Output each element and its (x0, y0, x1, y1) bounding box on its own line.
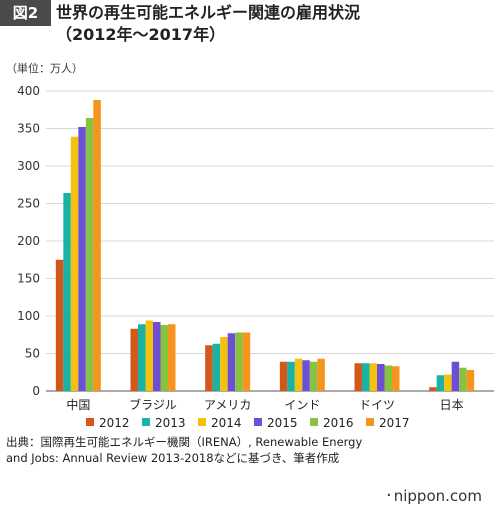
bar-2015 (153, 322, 161, 391)
legend-swatch-2017 (366, 418, 374, 426)
y-tick-label: 50 (25, 347, 40, 361)
brand-dot-icon: · (386, 485, 392, 506)
bar-2013 (436, 375, 445, 391)
legend-label-2015: 2015 (267, 416, 298, 430)
bar-2014 (145, 320, 153, 391)
legend-swatch-2015 (254, 418, 262, 426)
bar-2013 (63, 193, 71, 391)
bar-2014 (220, 337, 228, 391)
chart-title: 世界の再生可能エネルギー関連の雇用状況 （2012年～2017年） (56, 2, 496, 46)
legend-label-2014: 2014 (211, 416, 242, 430)
legend-swatch-2014 (198, 418, 206, 426)
bar-2017 (317, 358, 325, 391)
y-tick-label: 300 (17, 159, 40, 173)
x-category-label: 日本 (440, 398, 464, 412)
bar-2017 (392, 366, 400, 391)
chart-title-line-2: （2012年～2017年） (56, 25, 226, 44)
bar-2015 (227, 333, 236, 391)
bar-2013 (212, 343, 221, 391)
bar-2014 (369, 363, 377, 391)
x-category-label: アメリカ (204, 398, 251, 412)
bar-2015 (302, 360, 310, 391)
bar-2012 (55, 259, 64, 391)
legend-label-2017: 2017 (379, 416, 410, 430)
bar-2012 (205, 345, 213, 391)
x-category-label: ブラジル (129, 397, 177, 412)
x-category-label: インド (284, 398, 320, 412)
y-tick-label: 200 (17, 234, 40, 248)
bar-2014 (294, 358, 303, 391)
legend-label-2013: 2013 (155, 416, 186, 430)
bar-2016 (459, 367, 467, 391)
figure-number-badge: 図2 (0, 0, 51, 26)
bar-2017 (466, 370, 475, 391)
bar-2012 (354, 363, 362, 391)
bar-2012 (130, 328, 138, 391)
y-tick-label: 150 (17, 272, 40, 286)
y-tick-label: 350 (17, 122, 40, 136)
brand-logo[interactable]: · nippon.com (386, 485, 482, 506)
legend-label-2016: 2016 (323, 416, 354, 430)
bar-chart: （単位：万人） 0 50 100 150 200 250 300 350 400 中国 ブラジル アメリ… (6, 61, 494, 430)
x-category-label: ドイツ (359, 398, 395, 412)
bar-2015 (451, 361, 460, 391)
brand-name: nippon.com (393, 487, 482, 505)
y-tick-label: 400 (17, 84, 40, 98)
bar-2012 (429, 387, 437, 391)
x-category-label: 中国 (66, 397, 90, 412)
chart-title-line-1: 世界の再生可能エネルギー関連の雇用状況 (56, 3, 361, 22)
legend-label-2012: 2012 (99, 416, 130, 430)
legend-swatch-2012 (86, 418, 94, 426)
bar-2016 (160, 325, 168, 391)
chart-header: 図2 世界の再生可能エネルギー関連の雇用状況 （2012年～2017年） (0, 0, 500, 60)
bar-2013 (287, 361, 295, 391)
bar-2013 (138, 324, 146, 391)
bar-2015 (377, 364, 385, 391)
bar-2017 (168, 324, 176, 391)
y-unit-label: （単位：万人） (6, 61, 83, 75)
legend-swatch-2016 (310, 418, 318, 426)
bar-2017 (242, 332, 251, 391)
bar-2016 (384, 365, 392, 391)
y-tick-label: 100 (17, 309, 40, 323)
source-note: 出典：国際再生可能エネルギー機関（IRENA）, Renewable Energ… (6, 435, 363, 465)
bar-2017 (93, 100, 101, 391)
y-tick-label: 0 (32, 384, 40, 398)
bar-2016 (235, 332, 243, 391)
bar-2014 (444, 374, 452, 391)
bar-2013 (362, 363, 370, 391)
y-tick-label: 250 (17, 197, 40, 211)
legend-swatch-2013 (142, 418, 150, 426)
bar-2016 (309, 361, 318, 391)
bar-2015 (78, 127, 86, 391)
bar-2014 (70, 136, 79, 391)
bar-2012 (279, 361, 288, 391)
bar-2016 (85, 118, 94, 391)
